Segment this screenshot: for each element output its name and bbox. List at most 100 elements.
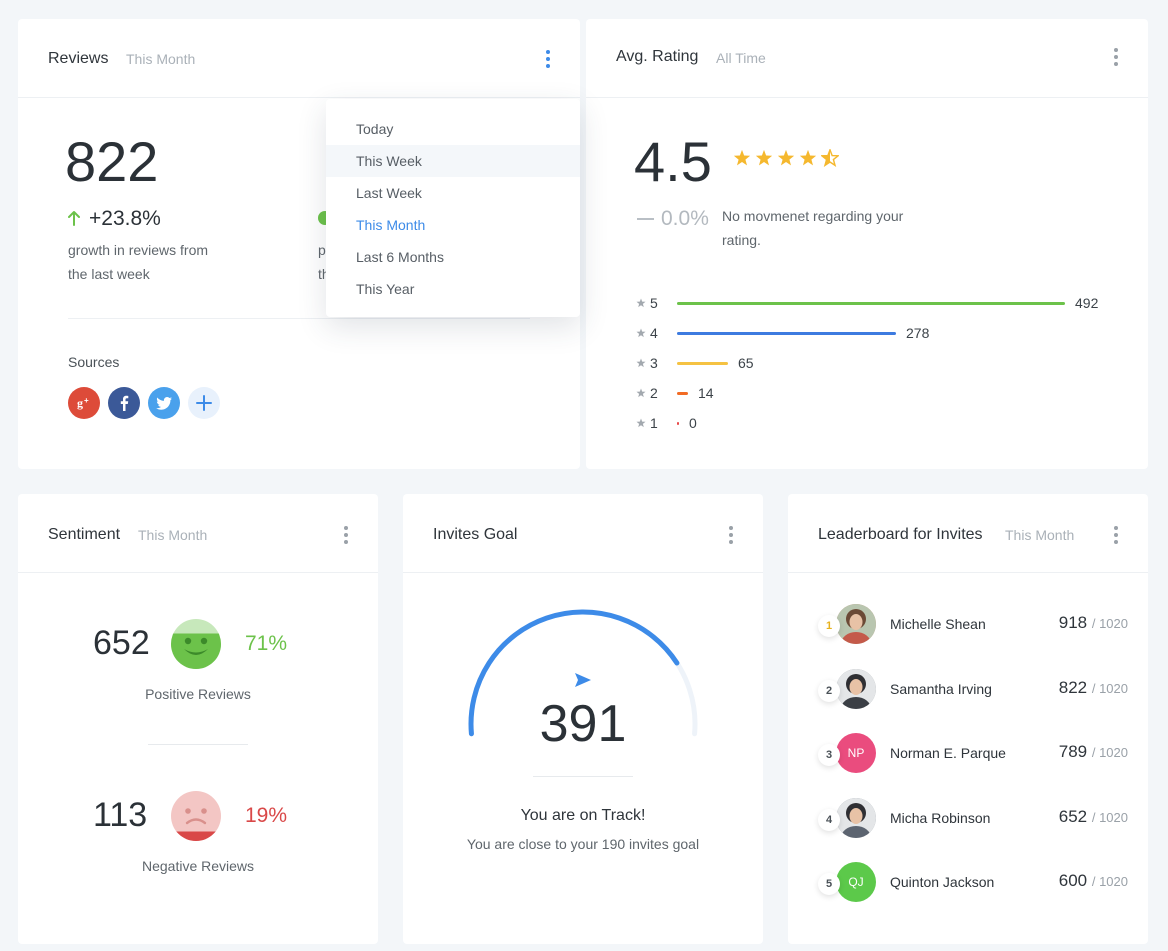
star-icon [636, 418, 646, 428]
leaderboard-row[interactable]: 5 QJ Quinton Jackson 600 / 1020 [818, 862, 1128, 904]
goal-menu-button[interactable] [724, 526, 738, 544]
leaderboard-menu-button[interactable] [1109, 526, 1123, 544]
dropdown-item-today[interactable]: Today [356, 121, 394, 137]
leaderboard-name: Micha Robinson [890, 809, 991, 826]
reviews-card-header: Reviews This Month [18, 19, 580, 98]
rating-change-desc: No movmenet regarding your rating. [722, 208, 904, 248]
leaderboard-name: Quinton Jackson [890, 874, 995, 890]
star-icon [636, 328, 646, 338]
rating-period: All Time [716, 50, 766, 66]
rating-row-2: 2 14 [636, 383, 1116, 403]
dropdown-item-last-week[interactable]: Last Week [356, 185, 422, 201]
leaderboard-score: 822 / 1020 [1059, 678, 1128, 698]
rating-title: Avg. Rating [616, 48, 699, 65]
leaderboard-row[interactable]: 4 Micha Robinson 652 / 1020 [818, 797, 1128, 840]
negative-label: Negative Reviews [141, 858, 255, 874]
rating-menu-button[interactable] [1109, 48, 1123, 66]
leaderboard-period: This Month [1005, 527, 1075, 543]
person-photo-icon [836, 797, 876, 838]
person-photo-icon [836, 604, 876, 644]
divider [68, 318, 530, 319]
score-value: 652 [1058, 806, 1092, 826]
star-icon [636, 358, 646, 368]
leaderboard-row[interactable]: 1 Michelle Shean 918 / 1020 [818, 604, 1128, 646]
google-plus-icon[interactable]: g + [68, 387, 100, 419]
positive-pct: 71% [245, 632, 288, 655]
rank-badge: 4 [818, 808, 840, 831]
rating-bar [677, 392, 688, 395]
leaderboard-row[interactable]: 2 Samantha Irving 822 / 1020 [818, 668, 1128, 711]
leaderboard-name: Samantha Irving [890, 680, 992, 697]
rating-row-label: 4 [650, 325, 658, 341]
star-icon [777, 149, 795, 166]
reviews-growth: +23.8% [89, 207, 161, 230]
divider [148, 744, 248, 745]
rating-row-4: 4 278 [636, 323, 1116, 343]
negative-pct: 19% [245, 804, 288, 827]
rating-change: 0.0% [661, 207, 709, 230]
send-icon [575, 673, 591, 687]
leaderboard-score: 600 / 1020 [1059, 871, 1128, 891]
star-icon [799, 149, 817, 166]
negative-count: 113 [93, 796, 148, 834]
score-total: / 1020 [1091, 745, 1128, 760]
dash-icon [637, 218, 654, 220]
dropdown-item-this-week[interactable]: This Week [326, 145, 580, 177]
leaderboard-row[interactable]: 3 NP Norman E. Parque 789 / 1020 [818, 733, 1128, 775]
reviews-card: Reviews This Month 822 +23.8% growth in … [18, 19, 580, 469]
person-photo-icon [836, 668, 876, 709]
rating-bar [677, 302, 1065, 305]
add-source-button[interactable] [188, 387, 220, 419]
rating-row-label: 3 [650, 355, 658, 371]
avatar: QJ [836, 862, 876, 902]
goal-title: Invites Goal [433, 526, 518, 543]
goal-gauge [468, 609, 698, 737]
add-icon [196, 395, 212, 411]
score-total: / 1020 [1091, 616, 1128, 631]
rank-badge: 5 [818, 873, 840, 895]
rank-badge: 2 [818, 679, 840, 702]
happy-face-icon [171, 619, 221, 669]
score-total: / 1020 [1091, 809, 1128, 825]
rating-row-3: 3 65 [636, 353, 1116, 373]
score-value: 918 [1058, 613, 1092, 632]
sentiment-title: Sentiment [48, 526, 121, 543]
avatar [836, 668, 876, 709]
star-icon [636, 388, 646, 398]
goal-card-header: Invites Goal [403, 494, 763, 573]
sentiment-card: Sentiment This Month 652 71% Positive Re… [18, 494, 378, 944]
star-icon [821, 149, 839, 167]
sentiment-card-header: Sentiment This Month [18, 494, 378, 573]
leaderboard-card-header: Leaderboard for Invites This Month [788, 494, 1148, 573]
star-icon [733, 149, 751, 166]
dropdown-item-last-6-months[interactable]: Last 6 Months [356, 249, 444, 265]
svg-text:g: g [77, 396, 83, 410]
score-value: 600 [1058, 871, 1092, 890]
period-dropdown-menu: Today This Week Last Week This Month Las… [326, 99, 580, 317]
rating-row-count: 0 [689, 415, 697, 431]
avatar: NP [836, 733, 876, 773]
sentiment-menu-button[interactable] [339, 526, 353, 544]
rating-row-label: 1 [650, 415, 658, 431]
reviews-period: This Month [126, 51, 196, 67]
positive-count: 652 [93, 624, 150, 662]
reviews-menu-button[interactable] [541, 50, 555, 68]
rating-row-count: 492 [1075, 295, 1099, 311]
rating-bar [677, 332, 896, 335]
dropdown-item-this-month[interactable]: This Month [356, 217, 426, 233]
dropdown-item-this-year[interactable]: This Year [356, 281, 415, 297]
twitter-icon[interactable] [148, 387, 180, 419]
leaderboard-title: Leaderboard for Invites [818, 526, 983, 543]
rating-bar [677, 362, 728, 365]
sources-label: Sources [68, 354, 120, 370]
rating-bar [677, 422, 679, 425]
facebook-icon[interactable] [108, 387, 140, 419]
sentiment-period: This Month [138, 527, 208, 543]
avg-rating-card: Avg. Rating All Time 4.5 0.0% No movmene… [586, 19, 1148, 469]
rating-value: 4.5 [634, 130, 712, 193]
leaderboard-score: 918 / 1020 [1059, 613, 1128, 633]
positive-label: Positive Reviews [145, 686, 251, 702]
rating-row-label: 2 [650, 385, 658, 401]
rank-badge: 1 [818, 615, 840, 637]
avatar-initials: NP [847, 746, 865, 760]
